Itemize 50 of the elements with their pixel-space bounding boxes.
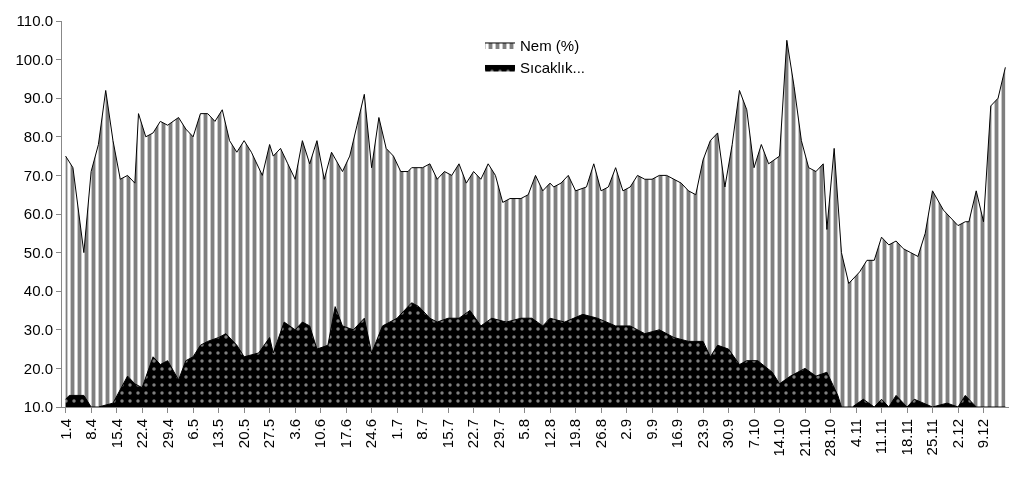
x-tick-label: 21.10 <box>795 419 813 457</box>
x-tick-label: 8.7 <box>413 419 431 440</box>
x-tick-label: 6.5 <box>183 419 201 440</box>
x-tick-label: 19.8 <box>566 419 584 449</box>
x-tick-label: 10.6 <box>311 419 329 449</box>
x-tick-label: 29.4 <box>158 419 176 449</box>
x-tick-label: 27.5 <box>260 419 278 449</box>
x-tick-label: 2.9 <box>617 419 635 440</box>
x-tick-label: 8.4 <box>82 419 100 440</box>
x-tick-label: 15.7 <box>438 419 456 449</box>
x-tick-label: 25.11 <box>923 419 941 456</box>
x-tick-label: 13.5 <box>209 419 227 449</box>
x-tick-label: 18.11 <box>897 419 915 456</box>
x-tick-label: 7.10 <box>744 419 762 449</box>
x-tick-label: 16.9 <box>668 419 686 449</box>
x-tick-label: 9.9 <box>642 419 660 440</box>
x-tick-label: 30.9 <box>719 419 737 449</box>
x-tick-label: 12.8 <box>540 419 558 449</box>
y-tick-label: 90.0 <box>23 89 53 107</box>
y-tick-label: 110.0 <box>16 12 53 30</box>
x-tick-label: 2.12 <box>948 419 966 449</box>
x-tick-label: 14.10 <box>770 419 788 457</box>
y-tick-label: 80.0 <box>23 128 53 146</box>
y-tick-label: 30.0 <box>23 321 53 339</box>
y-tick-label: 60.0 <box>23 205 53 223</box>
legend-label: Nem (%) <box>520 36 580 54</box>
x-tick-label: 15.4 <box>107 419 125 449</box>
x-tick-label: 22.7 <box>464 419 482 449</box>
y-tick-label: 50.0 <box>23 243 53 261</box>
x-tick-label: 20.5 <box>234 419 252 449</box>
x-tick-label: 26.8 <box>591 419 609 449</box>
y-tick-label: 40.0 <box>23 282 53 300</box>
legend-label: Sıcaklık... <box>520 59 586 77</box>
x-tick-label: 22.4 <box>133 419 151 449</box>
y-tick-label: 70.0 <box>23 166 53 184</box>
x-tick-label: 3.6 <box>285 419 303 440</box>
y-tick-label: 10.0 <box>23 398 53 416</box>
x-tick-label: 28.10 <box>821 419 839 457</box>
x-tick-label: 29.7 <box>489 419 507 449</box>
x-tick-label: 11.11 <box>872 419 890 455</box>
x-tick-label: 1.4 <box>56 419 74 440</box>
x-tick-label: 4.11 <box>846 419 864 448</box>
x-tick-label: 24.6 <box>362 419 380 449</box>
y-tick-label: 20.0 <box>23 359 53 377</box>
x-tick-label: 23.9 <box>693 419 711 449</box>
x-tick-label: 9.12 <box>974 419 992 449</box>
y-tick-label: 100.0 <box>15 50 53 68</box>
x-tick-label: 1.7 <box>387 419 405 440</box>
x-tick-label: 5.8 <box>515 419 533 440</box>
x-tick-label: 17.6 <box>336 419 354 449</box>
